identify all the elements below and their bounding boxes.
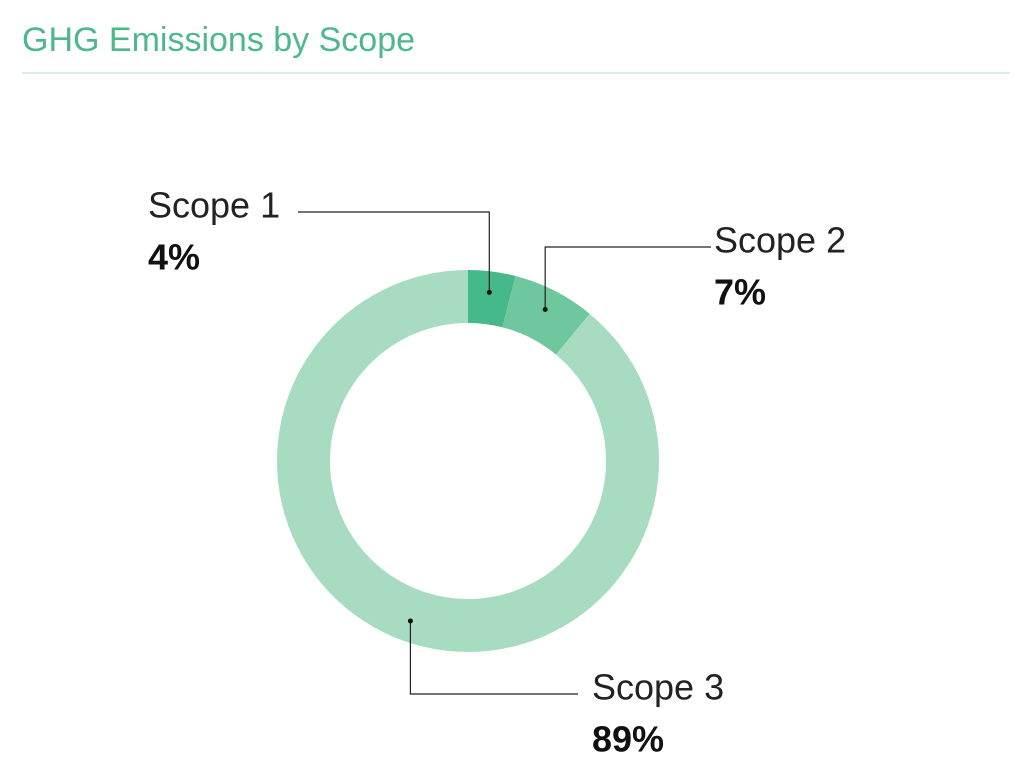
chart-title: GHG Emissions by Scope [22, 21, 415, 59]
donut: Scope 1 4% Scope 2 7% Scope 3 89% [148, 185, 846, 760]
donut-segment [468, 270, 516, 328]
leader-dot [542, 307, 548, 313]
data-label: 4% [148, 237, 200, 278]
data-label: 89% [592, 719, 664, 760]
leader-dot [407, 618, 413, 624]
leader-dot [486, 289, 492, 295]
legend-label: Scope 3 [592, 667, 724, 708]
leader-line [409, 620, 578, 695]
leader-line [544, 246, 711, 310]
legend-label: Scope 1 [148, 185, 280, 226]
legend-label: Scope 2 [714, 220, 846, 261]
donut-segment [502, 276, 590, 355]
data-label: 7% [714, 272, 766, 313]
leader-line [298, 211, 490, 293]
inner-ring [330, 323, 606, 599]
